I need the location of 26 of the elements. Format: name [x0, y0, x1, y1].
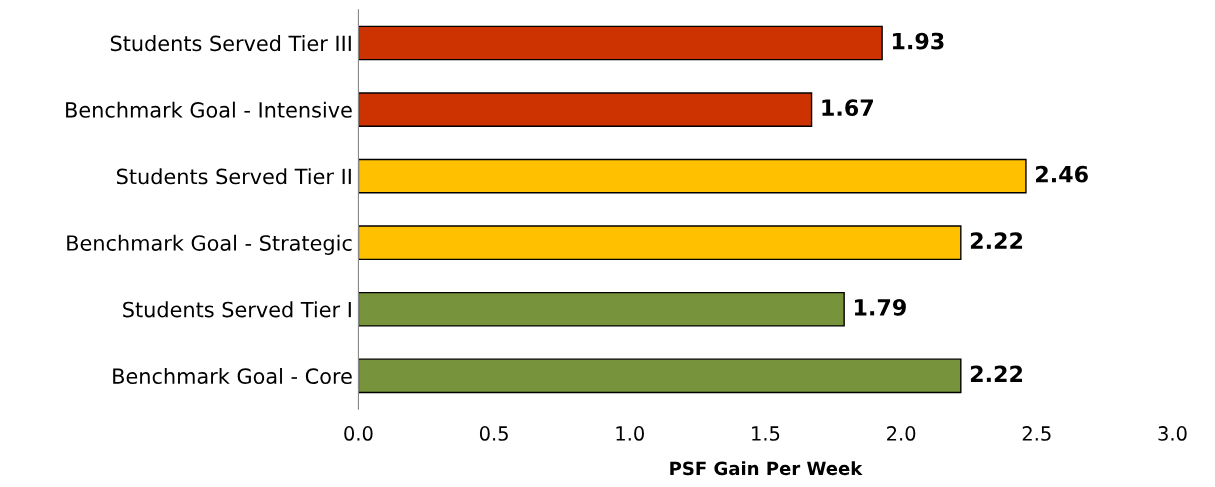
- x-tick-label: 0.5: [479, 426, 508, 441]
- x-tick-label: 1.5: [752, 426, 780, 441]
- y-tick-label: Benchmark Goal - Core: [113, 367, 352, 385]
- y-tick-label: Benchmark Goal - Intensive: [66, 101, 352, 118]
- bar: [358, 225, 962, 261]
- x-tick-label: 3.0: [1158, 426, 1187, 441]
- data-label: 1.93: [892, 32, 944, 50]
- data-label: 1.79: [854, 298, 906, 316]
- data-label: 2.22: [970, 232, 1023, 249]
- y-tick-label: Students Served Tier III: [110, 35, 351, 52]
- x-tick-label: 1.0: [616, 426, 644, 441]
- x-tick-label: 0.0: [344, 426, 373, 441]
- bar: [358, 158, 1027, 194]
- data-label: 2.22: [970, 365, 1023, 382]
- x-axis-title: PSF Gain Per Week: [670, 461, 863, 476]
- bar: [358, 92, 813, 127]
- bar: [358, 291, 845, 327]
- x-tick-label: 2.5: [1022, 426, 1051, 441]
- bar: [358, 25, 883, 61]
- bar: [358, 358, 962, 394]
- x-tick-label: 2.0: [887, 426, 916, 441]
- y-tick-label: Students Served Tier II: [116, 168, 351, 185]
- y-tick-label: Students Served Tier I: [123, 301, 351, 318]
- data-label: 2.46: [1036, 165, 1088, 183]
- y-tick-label: Benchmark Goal - Strategic: [67, 234, 352, 255]
- data-label: 1.67: [822, 99, 873, 117]
